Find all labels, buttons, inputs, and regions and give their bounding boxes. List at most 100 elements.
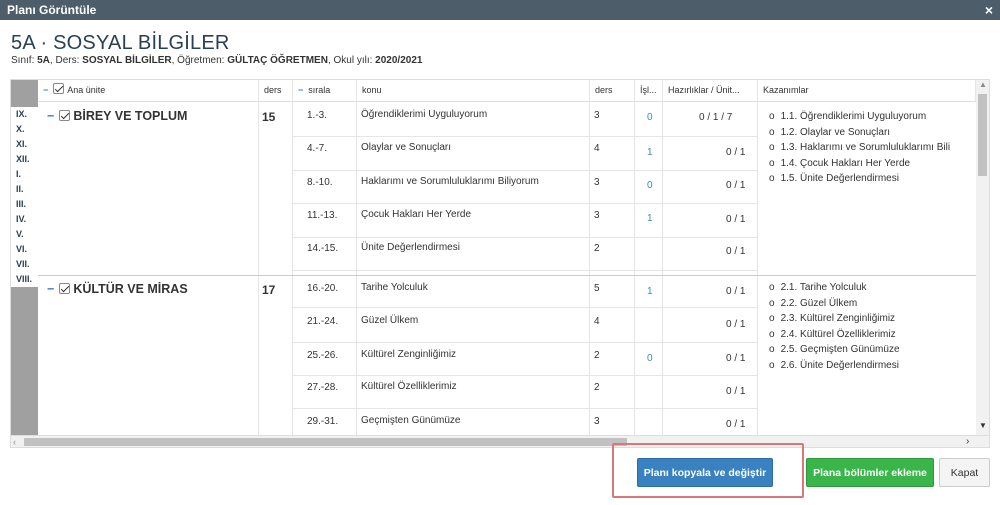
scroll-right-icon[interactable]: › bbox=[966, 436, 970, 447]
header-kazanimlar[interactable]: Kazanımlar bbox=[758, 80, 976, 102]
row-divider bbox=[292, 375, 757, 376]
horizontal-scroll-thumb[interactable] bbox=[24, 438, 627, 446]
row-hazirlik[interactable]: 0 / 1 bbox=[726, 419, 746, 430]
roman-item[interactable]: II. bbox=[16, 184, 24, 194]
scroll-up-icon[interactable]: ▲ bbox=[979, 80, 987, 89]
scroll-down-icon[interactable]: ▼ bbox=[979, 421, 987, 430]
select-all-checkbox[interactable] bbox=[53, 83, 65, 94]
roman-list: IX. X. XI. XII. I. II. III. IV. V. VI. V… bbox=[11, 107, 38, 287]
collapse-icon[interactable]: − bbox=[47, 109, 55, 123]
ogretmen-value: GÜLTAÇ ÖĞRETMEN bbox=[227, 55, 328, 66]
col-divider bbox=[258, 102, 259, 435]
header-ana-unite-label: Ana ünite bbox=[67, 85, 106, 95]
roman-item[interactable]: V. bbox=[16, 229, 24, 239]
unit-name: KÜLTÜR VE MİRAS bbox=[73, 282, 188, 296]
kazanim-item: 1.4. Çocuk Hakları Her Yerde bbox=[767, 156, 950, 172]
roman-item[interactable]: XI. bbox=[16, 139, 28, 149]
dialog-titlebar: Planı Görüntüle × bbox=[0, 0, 1000, 20]
unit-checkbox[interactable] bbox=[59, 283, 71, 294]
row-ders: 3 bbox=[594, 177, 600, 188]
plan-table: − Ana ünite ders − sırala konu ders İşl...… bbox=[10, 79, 990, 448]
vertical-scrollbar[interactable]: ▲ ▼ bbox=[976, 80, 989, 435]
close-button[interactable]: Kapat bbox=[939, 458, 990, 487]
roman-item[interactable]: IX. bbox=[16, 109, 28, 119]
horizontal-scrollbar[interactable]: ‹ › bbox=[11, 435, 989, 447]
kazanim-item: 1.2. Olaylar ve Sonuçları bbox=[767, 125, 950, 141]
row-hazirlik[interactable]: 0 / 1 bbox=[726, 353, 746, 364]
row-hazirlik[interactable]: 0 / 1 / 7 bbox=[699, 112, 733, 123]
row-konu: Güzel Ülkem bbox=[361, 315, 419, 326]
copy-and-edit-plan-button[interactable]: Planı kopyala ve değiştir bbox=[637, 458, 773, 487]
roman-item[interactable]: VI. bbox=[16, 244, 28, 254]
row-sira: 25.-26. bbox=[307, 350, 339, 361]
row-divider bbox=[292, 270, 757, 271]
scroll-left-icon[interactable]: ‹ bbox=[13, 437, 16, 447]
header-sirala[interactable]: − sırala bbox=[293, 80, 357, 102]
roman-item[interactable]: VII. bbox=[16, 259, 30, 269]
ders-label: , Ders: bbox=[49, 55, 83, 66]
unit-ders-count: 15 bbox=[262, 110, 276, 124]
row-divider bbox=[292, 203, 757, 204]
sinif-label: Sınıf: bbox=[11, 55, 38, 66]
row-ders: 4 bbox=[594, 143, 600, 154]
row-ders: 5 bbox=[594, 283, 600, 294]
yil-label: , Okul yılı: bbox=[327, 55, 376, 66]
close-icon[interactable]: × bbox=[984, 2, 993, 18]
row-konu: Kültürel Özelliklerimiz bbox=[361, 381, 457, 392]
vertical-scroll-thumb[interactable] bbox=[978, 94, 987, 176]
roman-item[interactable]: VIII. bbox=[16, 274, 33, 284]
row-sira: 29.-31. bbox=[307, 416, 339, 427]
roman-item[interactable]: IV. bbox=[16, 214, 27, 224]
row-hazirlik[interactable]: 0 / 1 bbox=[726, 180, 746, 191]
unit-checkbox[interactable] bbox=[59, 110, 71, 121]
row-hazirlik[interactable]: 0 / 1 bbox=[726, 286, 746, 297]
row-ders: 3 bbox=[594, 110, 600, 121]
collapse-all-icon[interactable]: − bbox=[43, 85, 49, 95]
kazanim-item: 2.4. Kültürel Özelliklerimiz bbox=[767, 327, 900, 343]
row-hazirlik[interactable]: 0 / 1 bbox=[726, 386, 746, 397]
roman-sidebar: IX. X. XI. XII. I. II. III. IV. V. VI. V… bbox=[11, 80, 38, 436]
row-hazirlik[interactable]: 0 / 1 bbox=[726, 147, 746, 158]
row-islem[interactable]: 1 bbox=[647, 286, 653, 297]
header-hazirlik[interactable]: Hazırlıklar / Ünit... bbox=[663, 80, 758, 102]
collapse-icon[interactable]: − bbox=[47, 282, 55, 296]
row-islem[interactable]: 1 bbox=[647, 147, 653, 158]
row-hazirlik[interactable]: 0 / 1 bbox=[726, 214, 746, 225]
header-ana-unite[interactable]: − Ana ünite bbox=[38, 80, 259, 102]
row-islem[interactable]: 0 bbox=[647, 112, 653, 123]
row-islem[interactable]: 1 bbox=[647, 213, 653, 224]
header-islem[interactable]: İşl... bbox=[635, 80, 663, 102]
col-divider bbox=[292, 102, 293, 435]
row-hazirlik[interactable]: 0 / 1 bbox=[726, 319, 746, 330]
row-divider bbox=[292, 342, 757, 343]
header-ders[interactable]: ders bbox=[259, 80, 293, 102]
unit-name: BİREY VE TOPLUM bbox=[73, 109, 188, 123]
col-divider bbox=[356, 102, 357, 435]
kazanim-item: 2.2. Güzel Ülkem bbox=[767, 296, 900, 312]
row-konu: Çocuk Hakları Her Yerde bbox=[361, 209, 472, 220]
row-sira: 27.-28. bbox=[307, 382, 339, 393]
header-konu[interactable]: konu bbox=[357, 80, 590, 102]
roman-item[interactable]: III. bbox=[16, 199, 27, 209]
kazanim-item: 2.5. Geçmişten Günümüze bbox=[767, 342, 900, 358]
row-islem[interactable]: 0 bbox=[647, 180, 653, 191]
row-islem[interactable]: 0 bbox=[647, 353, 653, 364]
row-divider bbox=[292, 170, 757, 171]
unit-kultur-ve-miras[interactable]: − KÜLTÜR VE MİRAS bbox=[47, 282, 188, 296]
row-konu: Haklarımı ve Sorumluluklarımı Biliyorum bbox=[361, 176, 539, 187]
sinif-value: 5A bbox=[37, 55, 50, 66]
row-konu: Kültürel Zenginliğimiz bbox=[361, 349, 457, 360]
header-sirala-label: sırala bbox=[308, 85, 331, 95]
roman-item[interactable]: XII. bbox=[16, 154, 30, 164]
plan-info: Sınıf: 5A, Ders: SOSYAL BİLGİLER, Öğretm… bbox=[11, 55, 422, 66]
roman-item[interactable]: X. bbox=[16, 124, 25, 134]
unit-birey-ve-toplum[interactable]: − BİREY VE TOPLUM bbox=[47, 109, 187, 123]
yil-value: 2020/2021 bbox=[375, 55, 423, 66]
add-sections-button[interactable]: Plana bölümler ekleme bbox=[806, 458, 934, 487]
roman-item[interactable]: I. bbox=[16, 169, 22, 179]
highlight-box bbox=[612, 443, 804, 498]
row-hazirlik[interactable]: 0 / 1 bbox=[726, 246, 746, 257]
row-divider bbox=[292, 408, 757, 409]
header-ders-2[interactable]: ders bbox=[590, 80, 635, 102]
sort-collapse-icon[interactable]: − bbox=[298, 85, 304, 95]
